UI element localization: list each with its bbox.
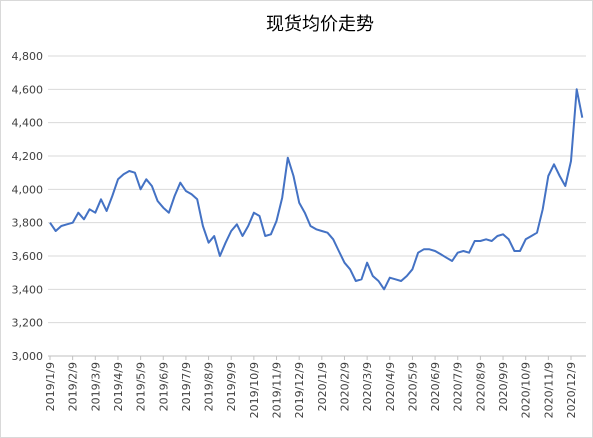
x-tick-label: 2020/8/9 <box>474 362 487 411</box>
x-tick-label: 2019/12/9 <box>293 362 306 418</box>
x-tick-label: 2020/11/9 <box>542 362 555 418</box>
x-tick-label: 2019/4/9 <box>112 362 125 411</box>
x-tick-label: 2020/9/9 <box>497 362 510 411</box>
x-tick-label: 2020/2/9 <box>338 362 351 411</box>
series-line <box>49 88 584 291</box>
y-tick-label: 3,600 <box>12 250 44 263</box>
x-tick-label: 2019/10/9 <box>248 362 261 418</box>
x-tick-label: 2019/3/9 <box>89 362 102 411</box>
x-tick-label: 2019/7/9 <box>180 362 193 411</box>
x-tick-label: 2020/7/9 <box>452 362 465 411</box>
x-tick-label: 2019/2/9 <box>67 362 80 411</box>
y-tick-label: 4,000 <box>12 183 44 196</box>
x-tick-label: 2019/1/9 <box>44 362 57 411</box>
y-tick-label: 4,600 <box>12 83 44 96</box>
y-tick-label: 3,800 <box>12 217 44 230</box>
y-tick-label: 4,400 <box>12 117 44 130</box>
x-tick-label: 2019/8/9 <box>203 362 216 411</box>
x-tick-label: 2020/3/9 <box>361 362 374 411</box>
chart-title: 现货均价走势 <box>266 14 374 35</box>
x-tick-label: 2020/10/9 <box>520 362 533 418</box>
y-tick-label: 3,000 <box>12 350 44 363</box>
x-tick-label: 2020/5/9 <box>406 362 419 411</box>
y-tick-label: 3,200 <box>12 317 44 330</box>
x-tick-label: 2020/1/9 <box>316 362 329 411</box>
x-tick-label: 2020/12/9 <box>565 362 578 418</box>
x-tick-label: 2019/11/9 <box>271 362 284 418</box>
y-tick-label: 4,800 <box>12 50 44 63</box>
x-tick-label: 2020/6/9 <box>429 362 442 411</box>
y-tick-label: 3,400 <box>12 283 44 296</box>
y-tick-label: 4,200 <box>12 150 44 163</box>
x-tick-label: 2019/6/9 <box>157 362 170 411</box>
x-tick-label: 2020/4/9 <box>384 362 397 411</box>
x-tick-label: 2019/5/9 <box>135 362 148 411</box>
x-tick-label: 2019/9/9 <box>225 362 238 411</box>
